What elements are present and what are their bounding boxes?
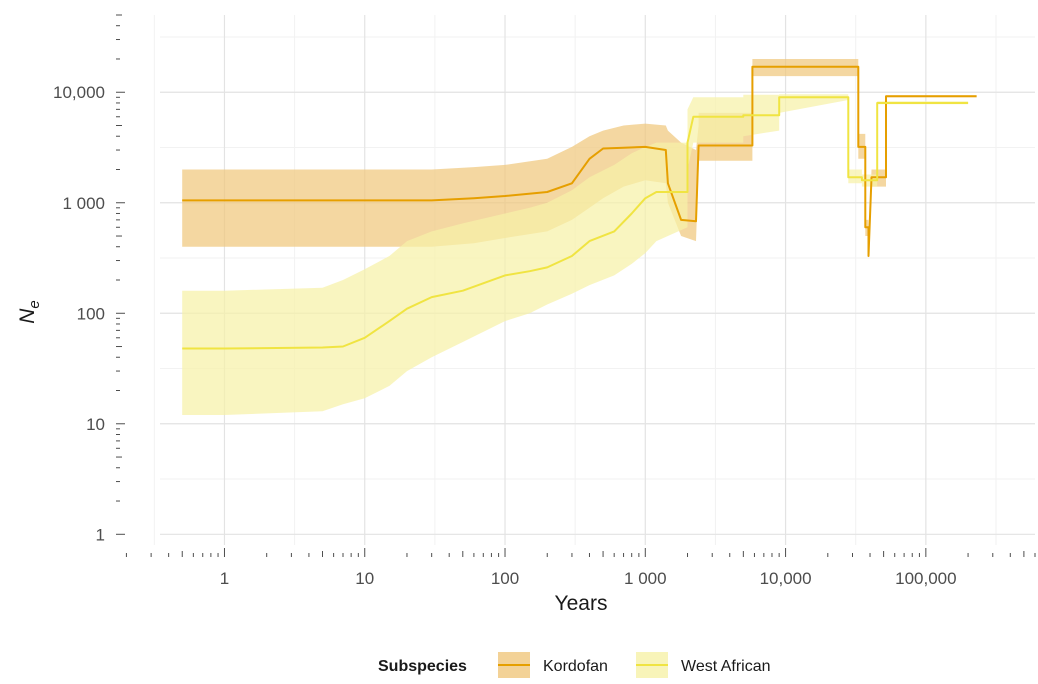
legend: Subspecies Kordofan West African	[378, 652, 771, 678]
y-tick-label: 1	[96, 525, 105, 544]
kordofan-legend-label: Kordofan	[543, 658, 608, 675]
kordofan-ribbon	[182, 59, 977, 261]
y-tick-label: 1 000	[62, 194, 105, 213]
y-tick-label: 100	[77, 304, 105, 323]
x-axis-title: Years	[555, 592, 608, 615]
west-african-ribbon	[182, 94, 969, 415]
x-tick-label: 10	[355, 569, 374, 588]
x-tick-label: 10,000	[760, 569, 812, 588]
y-axis: 1 10 100 1 000 10,000	[53, 14, 125, 544]
y-axis-title: Ne	[16, 300, 43, 324]
x-tick-label: 1 000	[624, 569, 667, 588]
x-tick-label: 100,000	[895, 569, 956, 588]
confidence-ribbons	[182, 59, 977, 415]
west-african-line	[182, 96, 969, 350]
y-tick-label: 10,000	[53, 83, 105, 102]
kordofan-line	[182, 65, 977, 257]
x-tick-label: 100	[491, 569, 519, 588]
x-tick-label: 1	[220, 569, 229, 588]
y-axis-title-subscript: e	[26, 300, 43, 308]
legend-items: Kordofan West African	[498, 652, 771, 678]
y-axis-title-main: N	[16, 308, 39, 324]
west-african-legend-label: West African	[681, 658, 771, 675]
legend-title: Subspecies	[378, 658, 467, 675]
series-lines	[182, 65, 977, 350]
grid-lines	[153, 15, 1035, 545]
x-axis: 1 10 100 1 000 10,000 100,000	[125, 548, 1036, 588]
y-tick-label: 10	[86, 415, 105, 434]
